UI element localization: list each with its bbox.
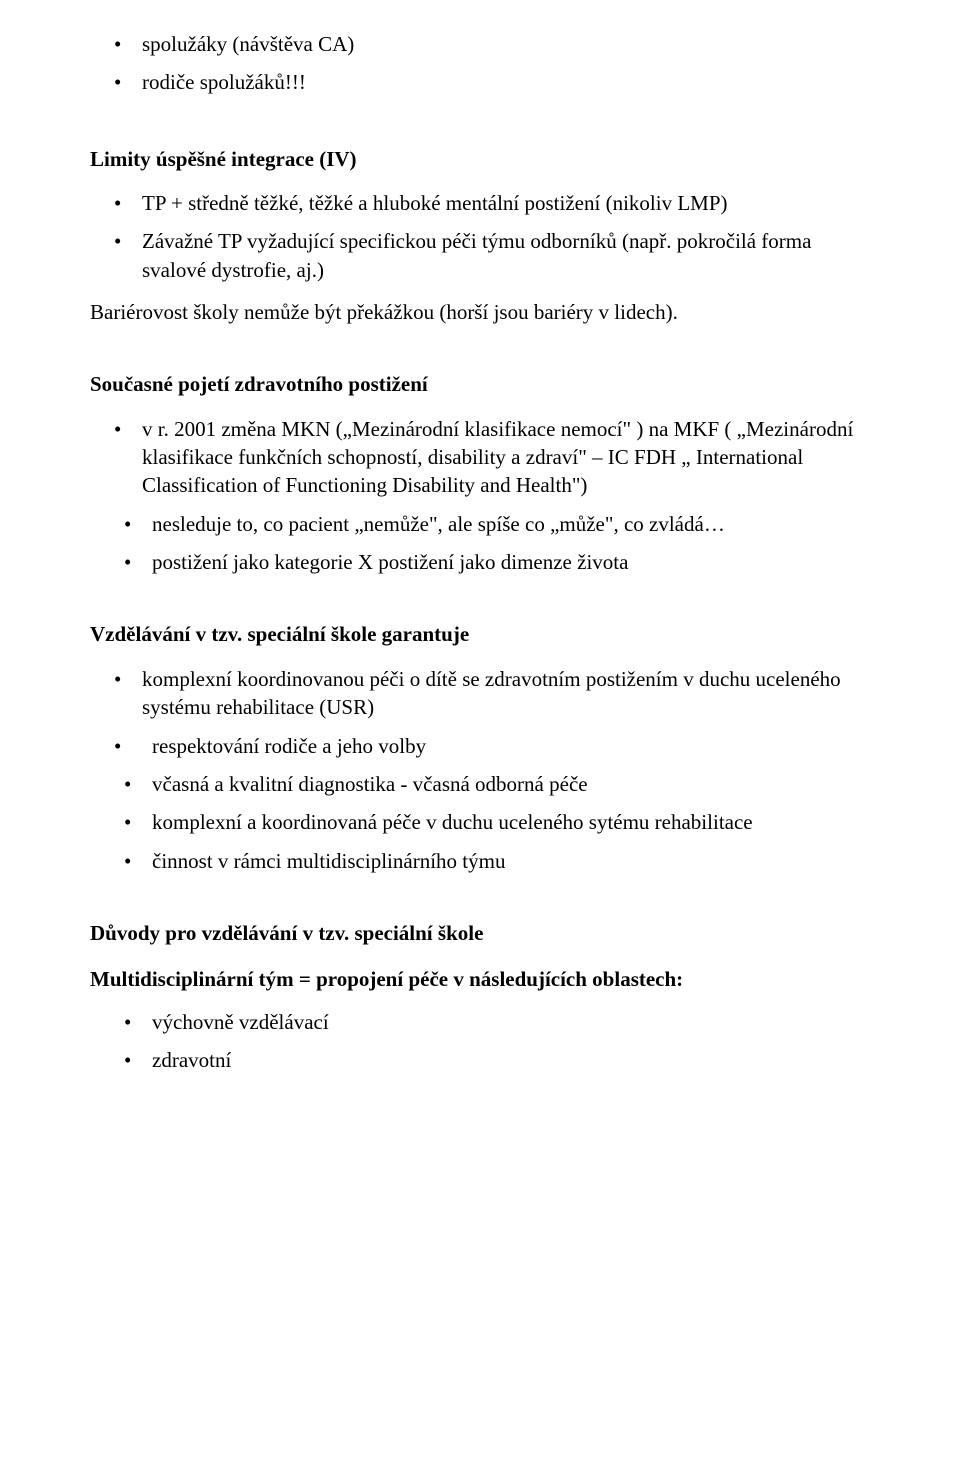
list-item-text: Závažné TP vyžadující specifickou péči t…	[142, 229, 811, 281]
list-item-text: výchovně vzdělávací	[152, 1010, 329, 1034]
list-item-text: činnost v rámci multidisciplinárního tým…	[152, 849, 505, 873]
section-heading-current: Současné pojetí zdravotního postižení	[90, 370, 870, 398]
list-item-text: spolužáky (návštěva CA)	[142, 32, 354, 56]
limits-list: TP + středně těžké, těžké a hluboké ment…	[90, 189, 870, 284]
special-list-b: včasná a kvalitní diagnostika - včasná o…	[90, 770, 870, 875]
list-item-text: rodiče spolužáků!!!	[142, 70, 306, 94]
list-item: včasná a kvalitní diagnostika - včasná o…	[90, 770, 870, 798]
list-item: postižení jako kategorie X postižení jak…	[90, 548, 870, 576]
list-item-text: komplexní koordinovanou péči o dítě se z…	[142, 667, 841, 719]
list-item: nesleduje to, co pacient „nemůže", ale s…	[90, 510, 870, 538]
list-item: rodiče spolužáků!!!	[90, 68, 870, 96]
list-item: činnost v rámci multidisciplinárního tým…	[90, 847, 870, 875]
list-item: v r. 2001 změna MKN („Mezinárodní klasif…	[90, 415, 870, 500]
list-item: Závažné TP vyžadující specifickou péči t…	[90, 227, 870, 284]
section-heading-reasons: Důvody pro vzdělávání v tzv. speciální š…	[90, 919, 870, 947]
list-item: komplexní koordinovanou péči o dítě se z…	[90, 665, 870, 722]
list-item-text: včasná a kvalitní diagnostika - včasná o…	[152, 772, 588, 796]
list-item: TP + středně těžké, těžké a hluboké ment…	[90, 189, 870, 217]
list-item-text: v r. 2001 změna MKN („Mezinárodní klasif…	[142, 417, 853, 498]
list-item: spolužáky (návštěva CA)	[90, 30, 870, 58]
list-item: komplexní a koordinovaná péče v duchu uc…	[90, 808, 870, 836]
current-list: v r. 2001 změna MKN („Mezinárodní klasif…	[90, 415, 870, 500]
list-item-text: postižení jako kategorie X postižení jak…	[152, 550, 628, 574]
list-item-text: komplexní a koordinovaná péče v duchu uc…	[152, 810, 753, 834]
list-item: výchovně vzdělávací	[90, 1008, 870, 1036]
limits-note: Bariérovost školy nemůže být překážkou (…	[90, 298, 870, 326]
section-heading-special: Vzdělávání v tzv. speciální škole garant…	[90, 620, 870, 648]
list-item: respektování rodiče a jeho volby	[90, 732, 870, 760]
reasons-subheading: Multidisciplinární tým = propojení péče …	[90, 965, 870, 993]
reasons-list: výchovně vzdělávací zdravotní	[90, 1008, 870, 1075]
section-heading-limits: Limity úspěšné integrace (IV)	[90, 145, 870, 173]
list-item-text: respektování rodiče a jeho volby	[152, 734, 426, 758]
intro-list: spolužáky (návštěva CA) rodiče spolužáků…	[90, 30, 870, 97]
list-item-text: TP + středně těžké, těžké a hluboké ment…	[142, 191, 728, 215]
list-item-text: zdravotní	[152, 1048, 231, 1072]
list-item: zdravotní	[90, 1046, 870, 1074]
special-list-a: komplexní koordinovanou péči o dítě se z…	[90, 665, 870, 760]
list-item-text: nesleduje to, co pacient „nemůže", ale s…	[152, 512, 725, 536]
current-sublist: nesleduje to, co pacient „nemůže", ale s…	[90, 510, 870, 577]
